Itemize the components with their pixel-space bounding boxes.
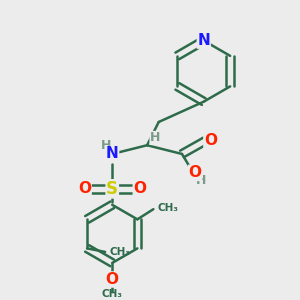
- Text: CH₃: CH₃: [158, 203, 179, 213]
- Text: H: H: [196, 174, 207, 187]
- Text: O: O: [133, 181, 146, 196]
- Text: H: H: [150, 131, 160, 145]
- Text: S: S: [106, 180, 118, 198]
- Text: O: O: [204, 134, 217, 148]
- Text: CH₃: CH₃: [102, 289, 123, 299]
- Text: CH₃: CH₃: [110, 247, 130, 257]
- Text: N: N: [197, 33, 210, 48]
- Text: O: O: [106, 272, 119, 287]
- Text: N: N: [106, 146, 118, 161]
- Text: H: H: [100, 139, 111, 152]
- Text: O: O: [78, 181, 91, 196]
- Text: O: O: [188, 165, 202, 180]
